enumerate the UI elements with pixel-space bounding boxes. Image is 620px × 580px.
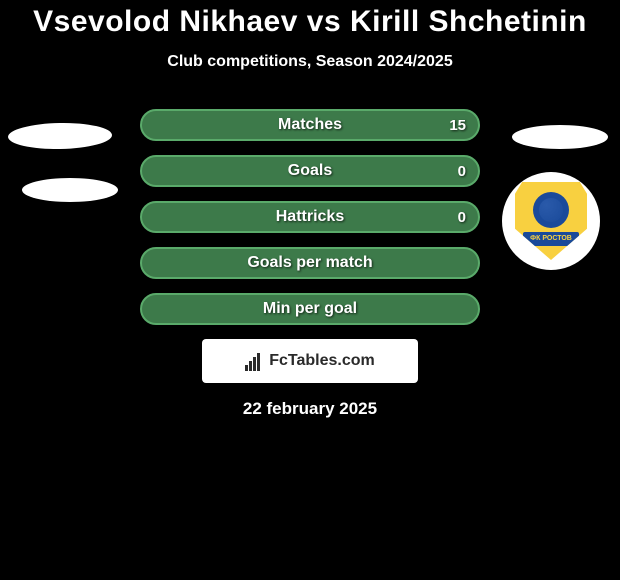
- crest-banner: ФК РОСТОВ: [523, 232, 579, 246]
- watermark-text: FcTables.com: [269, 352, 375, 370]
- comparison-card: Vsevolod Nikhaev vs Kirill Shchetinin Cl…: [0, 0, 620, 419]
- stat-label: Min per goal: [263, 300, 357, 318]
- stat-value-right: 15: [449, 117, 466, 134]
- stat-value-right: 0: [458, 163, 466, 180]
- shield-icon: ФК РОСТОВ: [515, 182, 587, 260]
- date-label: 22 february 2025: [0, 399, 620, 419]
- watermark: FcTables.com: [202, 339, 418, 383]
- stat-label: Goals: [288, 162, 332, 180]
- page-title: Vsevolod Nikhaev vs Kirill Shchetinin: [0, 5, 620, 39]
- stat-label: Goals per match: [247, 254, 372, 272]
- subtitle: Club competitions, Season 2024/2025: [0, 53, 620, 71]
- player-right-avatar-placeholder: [512, 125, 608, 149]
- stat-label: Matches: [278, 116, 342, 134]
- stat-label: Hattricks: [276, 208, 344, 226]
- stat-value-right: 0: [458, 209, 466, 226]
- stat-row-goals-per-match: Goals per match: [140, 247, 480, 279]
- bars-icon: [245, 351, 265, 371]
- player-left-avatar-placeholder-2: [22, 178, 118, 202]
- player-left-avatar-placeholder-1: [8, 122, 112, 150]
- stat-row-min-per-goal: Min per goal: [140, 293, 480, 325]
- stat-row-matches: Matches 15: [140, 109, 480, 141]
- ball-icon: [533, 192, 569, 228]
- club-crest: ФК РОСТОВ: [502, 172, 600, 270]
- stat-row-goals: Goals 0: [140, 155, 480, 187]
- stat-row-hattricks: Hattricks 0: [140, 201, 480, 233]
